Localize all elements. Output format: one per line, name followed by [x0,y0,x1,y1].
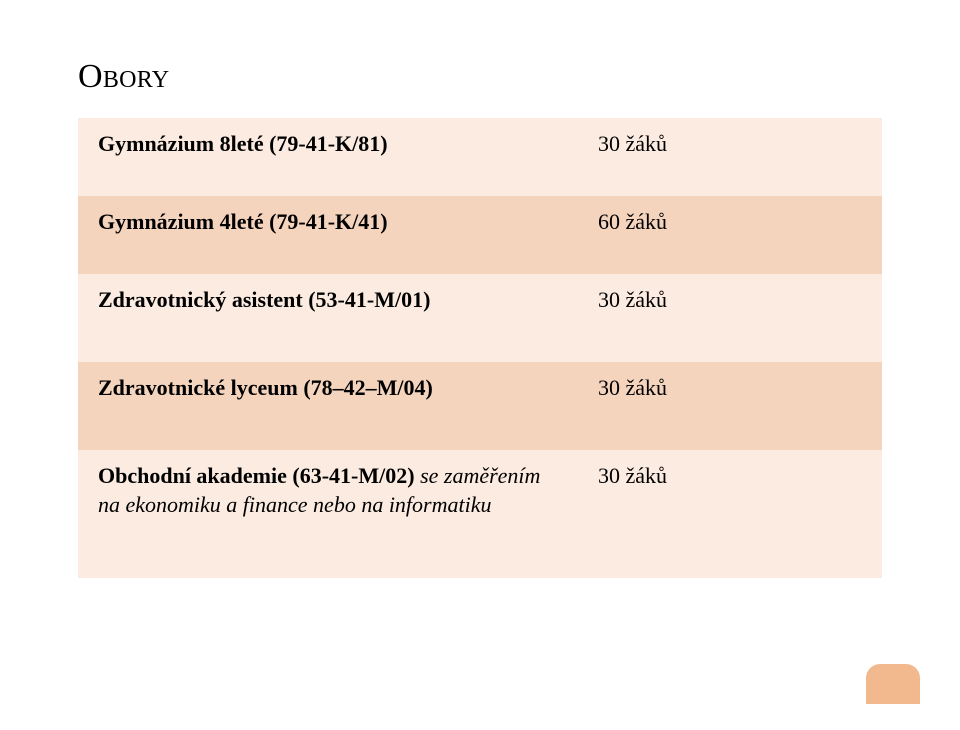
capacity-value: 30 žáků [578,118,882,196]
program-cell: Zdravotnický asistent (53-41-M/01) [78,274,578,362]
program-name: Obchodní akademie (63-41-M/02) [98,463,415,488]
program-name: Zdravotnické lyceum (78–42–M/04) [98,375,433,400]
table-row: Gymnázium 8leté (79-41-K/81) 30 žáků [78,118,882,196]
page-title: Obory [78,58,882,96]
capacity-cell: 30 žáků [578,450,882,578]
capacity-value: 30 žáků [578,450,882,578]
table-row: Zdravotnické lyceum (78–42–M/04) 30 žáků [78,362,882,450]
capacity-cell: 60 žáků [578,196,882,274]
capacity-cell: 30 žáků [578,362,882,450]
capacity-cell: 30 žáků [578,118,882,196]
program-name: Gymnázium 8leté (79-41-K/81) [98,131,388,156]
corner-accent [866,664,920,704]
table-row: Zdravotnický asistent (53-41-M/01) 30 žák… [78,274,882,362]
program-cell: Zdravotnické lyceum (78–42–M/04) [78,362,578,450]
program-name: Gymnázium 4leté (79-41-K/41) [98,209,388,234]
program-name: Zdravotnický asistent (53-41-M/01) [98,287,430,312]
program-cell: Gymnázium 4leté (79-41-K/41) [78,196,578,274]
capacity-value: 60 žáků [578,196,882,274]
slide: Obory Gymnázium 8leté (79-41-K/81) 30 žák… [0,0,960,730]
capacity-value: 30 žáků [578,274,882,362]
capacity-cell: 30 žáků [578,274,882,362]
program-cell: Gymnázium 8leté (79-41-K/81) [78,118,578,196]
programs-table: Gymnázium 8leté (79-41-K/81)30 žákůGymná… [78,118,882,578]
capacity-value: 30 žáků [578,362,882,450]
table-row: Gymnázium 4leté (79-41-K/41) 60 žáků [78,196,882,274]
program-cell: Obchodní akademie (63-41-M/02) se zaměře… [78,450,578,578]
table-row: Obchodní akademie (63-41-M/02) se zaměře… [78,450,882,578]
